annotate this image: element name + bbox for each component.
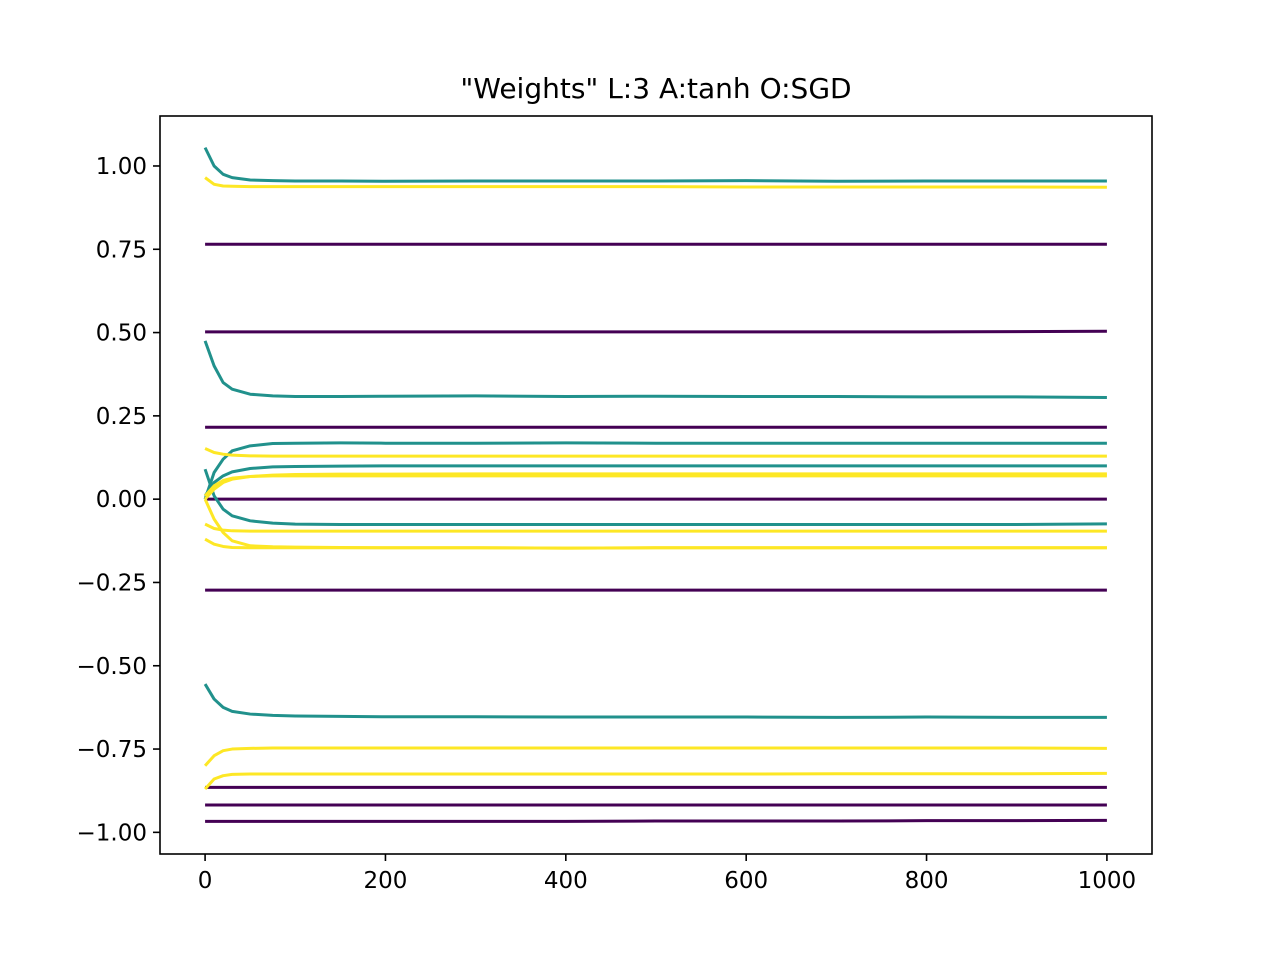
series-line-19 — [204, 522, 1107, 533]
x-tick-label: 0 — [198, 868, 213, 894]
y-tick-label: −0.50 — [77, 654, 147, 680]
series-line-21 — [203, 498, 1107, 550]
series-line-23 — [203, 771, 1107, 791]
series-line-8 — [205, 818, 1107, 823]
series-line-14 — [203, 683, 1107, 719]
y-tick-label: 0.00 — [96, 487, 147, 513]
chart-title: "Weights" L:3 A:tanh O:SGD — [460, 72, 851, 105]
series-line-10 — [203, 340, 1107, 400]
x-axis: 0 200 400 600 800 1000 — [198, 854, 1136, 894]
series-line-13 — [203, 468, 1107, 526]
y-tick-label: −1.00 — [77, 820, 147, 846]
series-line-22 — [203, 746, 1107, 767]
x-tick-label: 1000 — [1078, 868, 1137, 894]
x-tick-label: 400 — [544, 868, 588, 894]
series-line-15 — [204, 176, 1107, 189]
y-tick-label: 1.00 — [96, 154, 147, 180]
series-line-18 — [203, 474, 1107, 497]
x-tick-label: 600 — [724, 868, 768, 894]
y-tick-label: 0.75 — [96, 237, 147, 263]
series-line-12 — [203, 464, 1107, 497]
x-tick-label: 200 — [364, 868, 408, 894]
series-line-2 — [205, 329, 1107, 334]
series-layer — [203, 146, 1107, 823]
y-tick-label: −0.25 — [77, 570, 147, 596]
series-line-16 — [204, 447, 1107, 458]
y-axis: 1.00 0.75 0.50 0.25 0.00 −0.25 −0.50 −0.75 −1.00 — [77, 154, 160, 846]
series-line-9 — [203, 146, 1107, 183]
y-tick-label: 0.50 — [96, 321, 147, 347]
x-tick-label: 800 — [905, 868, 949, 894]
y-tick-label: −0.75 — [77, 737, 147, 763]
plot-frame — [159, 115, 1153, 855]
y-tick-label: 0.25 — [96, 404, 147, 430]
